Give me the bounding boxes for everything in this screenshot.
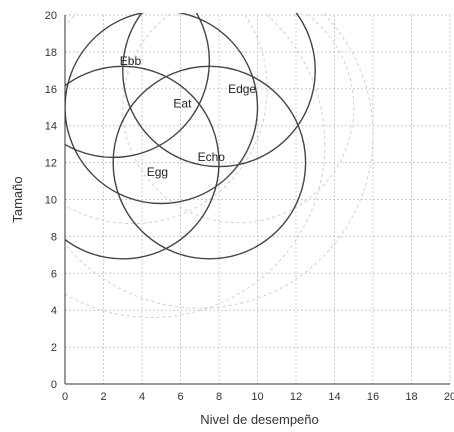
faint-circle [65,13,326,318]
y-tick-label: 10 [45,195,57,207]
y-tick-label: 0 [51,379,57,391]
x-tick-label: 8 [216,391,222,403]
label-eat: Eat [173,97,192,111]
faint-circle [65,13,268,225]
y-tick-label: 12 [45,158,57,170]
x-tick-label: 14 [328,391,340,403]
faint-circle [65,13,374,309]
y-tick-label: 18 [45,47,57,59]
y-axis-label: Tamaño [10,176,25,222]
circle-egg [65,65,220,260]
circle-labels: Ebb Edge Eat Echo Egg [120,54,257,179]
axes [64,15,450,385]
grid [65,14,451,384]
y-tick-label: 2 [51,342,57,354]
x-axis-label: Nivel de desempeño [200,412,319,427]
x-tick-label: 6 [177,391,183,403]
x-tick-label: 18 [405,391,417,403]
faint-circles [65,13,374,318]
y-tick-label: 6 [51,268,57,280]
x-tick-label: 16 [367,391,379,403]
tick-labels: 0 2 4 6 8 10 12 14 16 18 20 0 2 4 6 8 10 12 14 16 18 20 [45,10,454,403]
x-tick-label: 2 [100,391,106,403]
circle-echo [112,65,307,260]
label-ebb: Ebb [120,54,142,68]
label-edge: Edge [228,82,256,96]
y-tick-label: 20 [45,10,57,22]
label-egg: Egg [147,165,168,179]
y-tick-label: 14 [45,121,57,133]
circle-eat [65,13,259,205]
x-tick-label: 10 [251,391,263,403]
y-tick-label: 8 [51,231,57,243]
x-tick-label: 12 [290,391,302,403]
x-tick-label: 20 [444,391,454,403]
label-echo: Echo [198,150,226,164]
circles [65,13,316,260]
y-tick-label: 16 [45,84,57,96]
x-tick-label: 4 [139,391,145,403]
x-tick-label: 0 [62,391,68,403]
y-tick-label: 4 [51,305,57,317]
faint-circle [122,13,355,224]
